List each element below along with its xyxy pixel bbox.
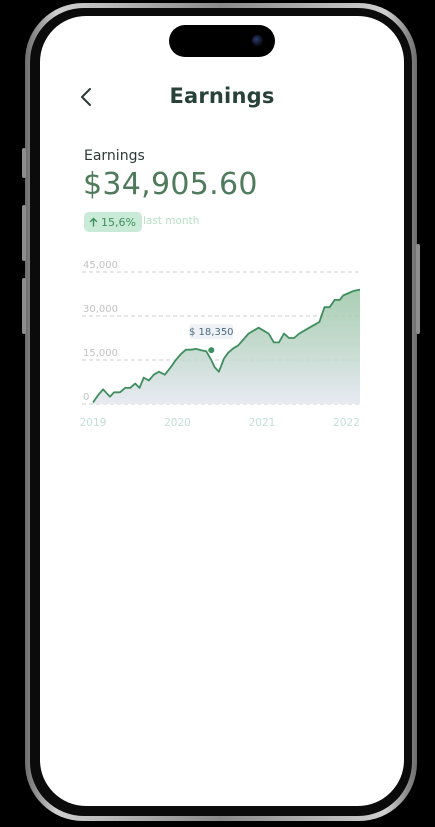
y-tick-label: 15,000 [83,348,118,359]
volume-down-button [22,278,26,334]
volume-up-button [22,205,26,261]
arrow-up-icon [89,217,98,227]
x-tick-label: 2021 [249,417,276,429]
action-button [22,148,26,178]
highlight-point[interactable] [208,347,215,354]
callout-label: $ 18,350 [189,327,234,338]
chart-line [92,288,361,404]
page-title: Earnings [169,84,275,108]
chart-area [93,289,360,404]
change-badge: 15,6% [84,212,142,232]
back-button[interactable] [76,86,98,108]
dynamic-island [169,25,275,57]
change-period: last month [143,215,200,227]
earnings-chart: 45,000 30,000 15,000 0 2019 2020 2021 2022 $ 18… [80,260,361,429]
earnings-amount: $34,905.60 [83,167,258,202]
change-value: 15,6% [101,215,136,229]
y-tick-label: 45,000 [83,260,118,271]
header: Earnings [40,80,404,114]
y-tick-label: 30,000 [83,304,118,315]
x-tick-label: 2022 [333,417,360,429]
callout-box [189,324,234,340]
chevron-left-icon [81,88,91,106]
x-tick-label: 2019 [80,417,107,429]
camera-icon [252,35,263,46]
x-tick-label: 2020 [164,417,191,429]
earnings-label: Earnings [84,148,145,164]
screen: Earnings Earnings $34,905.60 15,6% last … [40,16,404,806]
y-tick-label: 0 [83,392,89,403]
power-button [416,244,420,334]
